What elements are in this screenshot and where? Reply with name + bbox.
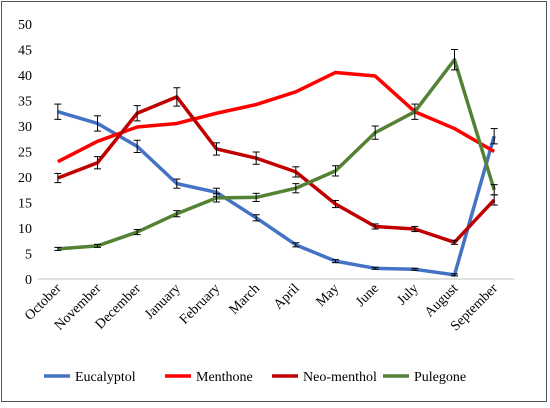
- x-tick-label: March: [227, 281, 263, 317]
- error-bar: [490, 184, 498, 196]
- line-chart: 0 5 10 15 20 25 30 35 40 45 50 OctoberNovemberDece…: [18, 18, 514, 385]
- y-tick-label: 25: [18, 146, 32, 161]
- error-bar: [332, 165, 339, 177]
- y-tick-label: 10: [18, 222, 32, 237]
- error-bar: [252, 214, 260, 222]
- error-bar: [213, 193, 220, 203]
- series-menthone: [57, 70, 496, 164]
- error-bar: [292, 183, 300, 194]
- error-bar: [451, 273, 458, 277]
- error-bar: [411, 225, 419, 233]
- series-neo-menthol: [54, 87, 498, 245]
- y-tick-label: 5: [25, 248, 32, 263]
- legend-item-pulegone: Pulegone: [383, 370, 466, 385]
- error-bar: [332, 259, 339, 264]
- error-bar: [371, 223, 379, 230]
- series-line: [57, 57, 496, 251]
- legend-label: Pulegone: [414, 370, 466, 385]
- error-bar: [54, 172, 62, 184]
- error-bar: [94, 115, 101, 132]
- error-bar: [133, 105, 141, 122]
- y-tick-label: 35: [18, 95, 32, 110]
- y-tick-label: 50: [18, 18, 32, 33]
- error-bar: [411, 103, 419, 120]
- x-tick-label: June: [353, 281, 382, 310]
- error-bar: [173, 87, 181, 107]
- error-bar: [173, 178, 181, 189]
- series-group: [54, 49, 498, 277]
- series-pulegone: [54, 49, 498, 251]
- error-bar: [451, 49, 458, 71]
- series-line: [57, 95, 496, 245]
- error-bar: [371, 266, 379, 270]
- error-bar: [451, 239, 458, 245]
- legend: Eucalyptol Menthone Neo-menthol Pulegone: [44, 370, 466, 385]
- error-bar: [490, 128, 498, 145]
- legend-label: Menthone: [196, 370, 253, 385]
- error-bar: [133, 229, 141, 236]
- x-tick-label: May: [314, 281, 343, 310]
- error-bar: [213, 142, 220, 156]
- error-bar: [252, 192, 260, 202]
- y-tick-label: 45: [18, 44, 32, 59]
- x-tick-label: February: [177, 281, 223, 327]
- series-line: [57, 110, 496, 277]
- series-line: [57, 70, 496, 164]
- y-tick-label: 40: [18, 69, 32, 84]
- legend-item-menthone: Menthone: [165, 370, 253, 385]
- error-bar: [54, 103, 62, 120]
- y-axis-ticks: 0 5 10 15 20 25 30 35 40 45 50: [18, 18, 32, 288]
- error-bar: [332, 199, 339, 209]
- x-tick-label: August: [422, 281, 461, 320]
- series-eucalyptol: [54, 103, 498, 277]
- x-tick-label: July: [395, 281, 422, 308]
- y-tick-label: 30: [18, 120, 32, 135]
- legend-label: Eucalyptol: [75, 370, 136, 385]
- error-bar: [173, 210, 181, 218]
- error-bar: [133, 139, 141, 154]
- error-bar: [411, 267, 419, 271]
- legend-item-neo-menthol: Neo-menthol: [272, 370, 377, 385]
- y-tick-label: 20: [18, 171, 32, 186]
- error-bar: [94, 156, 101, 170]
- y-tick-label: 0: [25, 273, 32, 288]
- legend-label: Neo-menthol: [303, 370, 377, 385]
- x-tick-label: April: [271, 281, 303, 313]
- error-bar: [54, 246, 62, 251]
- error-bar: [94, 243, 101, 248]
- error-bar: [292, 242, 300, 248]
- legend-item-eucalyptol: Eucalyptol: [44, 370, 136, 385]
- error-bar: [252, 151, 260, 165]
- chart-frame: 0 5 10 15 20 25 30 35 40 45 50 October November Dece…: [1, 1, 547, 402]
- y-tick-label: 15: [18, 197, 32, 212]
- error-bar: [292, 166, 300, 178]
- error-bar: [371, 125, 379, 140]
